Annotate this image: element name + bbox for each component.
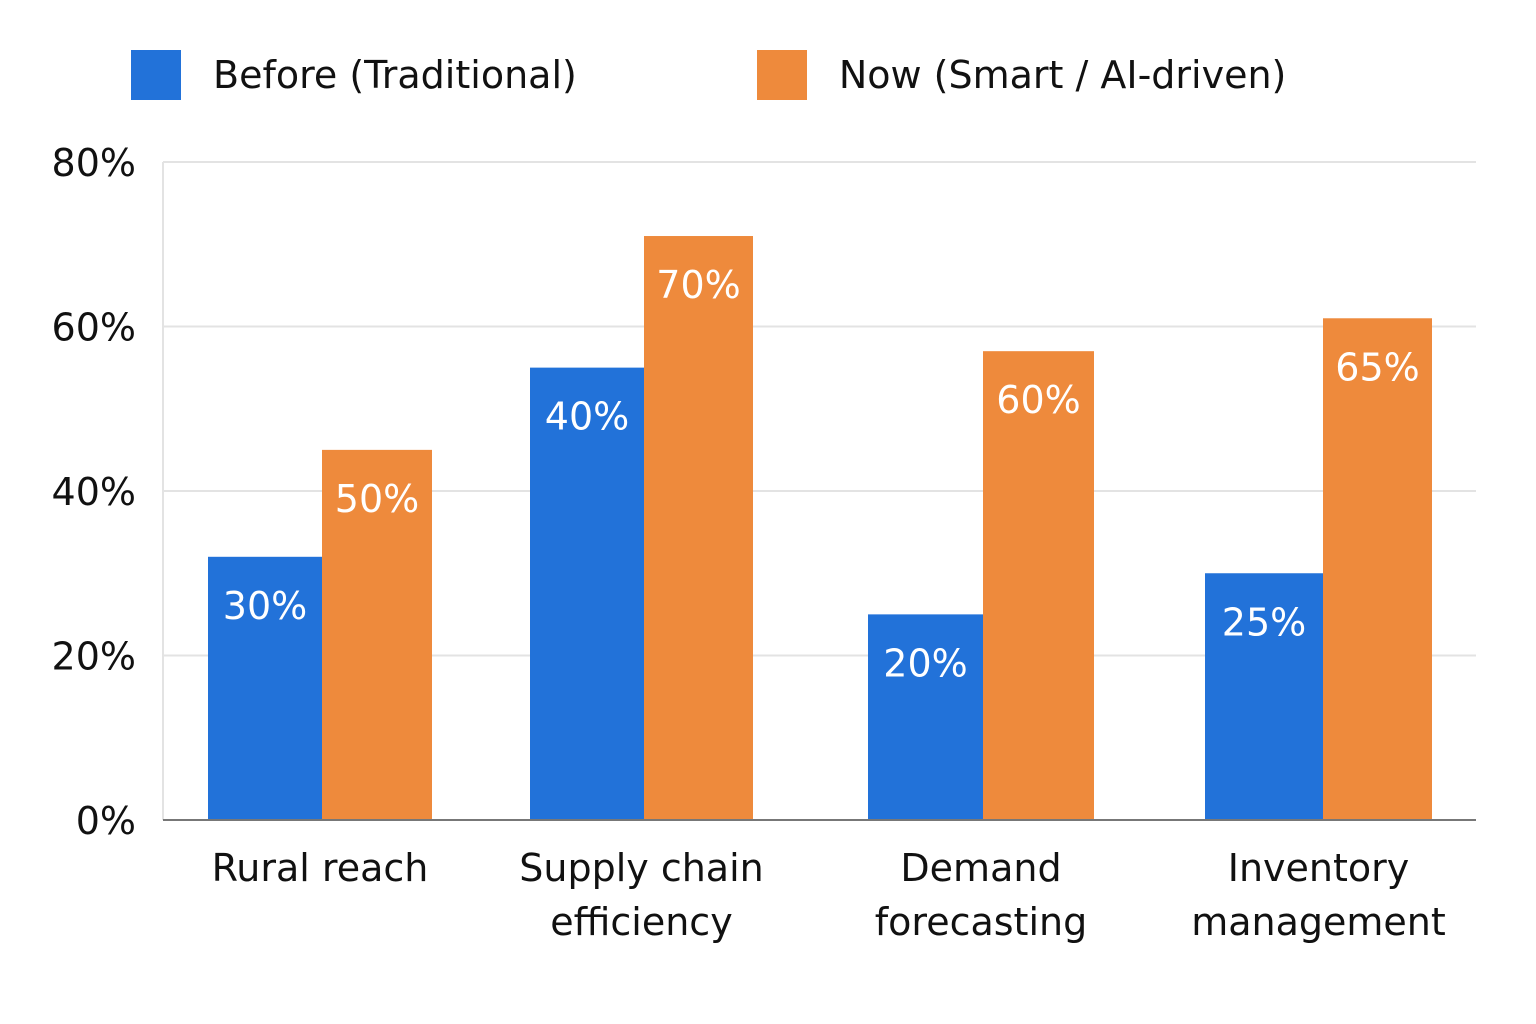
data-label: 50% [335, 477, 419, 521]
y-tick-label: 60% [52, 306, 136, 350]
data-label: 30% [223, 584, 307, 628]
legend-item-before: Before (Traditional) [131, 50, 577, 100]
bar-before [868, 614, 983, 820]
x-tick-label: Inventory [1228, 846, 1410, 890]
bar-before [1205, 573, 1323, 820]
legend-swatch-now [756, 50, 807, 100]
y-tick-label: 40% [52, 470, 136, 514]
data-label: 70% [656, 263, 740, 307]
y-tick-label: 20% [52, 635, 136, 679]
bar-before [208, 556, 322, 820]
x-tick-label: efficiency [550, 900, 732, 944]
x-tick-label: Rural reach [212, 846, 429, 890]
legend-label-now: Now (Smart / AI-driven) [838, 53, 1287, 97]
bar-now [983, 351, 1094, 820]
x-tick-label: Demand [900, 846, 1061, 890]
data-label: 65% [1335, 345, 1419, 389]
y-tick-label: 80% [52, 141, 136, 185]
bar-before [530, 367, 644, 820]
x-tick-label: forecasting [875, 900, 1087, 944]
x-tick-label: Supply chain [519, 846, 763, 890]
data-label: 20% [883, 641, 967, 685]
data-label: 40% [545, 395, 629, 439]
bar-now [644, 236, 753, 820]
bar-now [322, 449, 432, 820]
y-tick-label: 0% [76, 799, 136, 843]
legend: Before (Traditional) Now (Smart / AI-dri… [131, 50, 1466, 100]
data-label: 25% [1222, 600, 1306, 644]
legend-item-now: Now (Smart / AI-driven) [756, 50, 1287, 100]
x-tick-label: management [1191, 900, 1446, 944]
legend-swatch-before [131, 50, 181, 100]
legend-label-before: Before (Traditional) [213, 53, 577, 97]
data-label: 60% [996, 378, 1080, 422]
bar-now [1323, 318, 1432, 820]
